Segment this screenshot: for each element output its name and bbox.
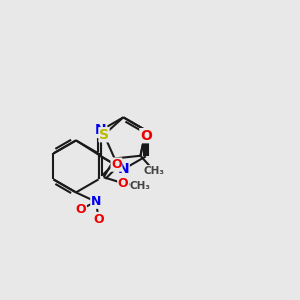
Text: N: N	[95, 123, 106, 137]
Text: N: N	[91, 195, 101, 208]
Text: CH₃: CH₃	[143, 166, 164, 176]
Text: CH₃: CH₃	[130, 181, 151, 191]
Text: S: S	[99, 128, 109, 142]
Text: N: N	[118, 162, 129, 176]
Text: O: O	[118, 177, 128, 190]
Text: O: O	[140, 129, 152, 143]
Text: O: O	[93, 213, 104, 226]
Text: O: O	[76, 202, 86, 216]
Text: O: O	[111, 158, 122, 171]
